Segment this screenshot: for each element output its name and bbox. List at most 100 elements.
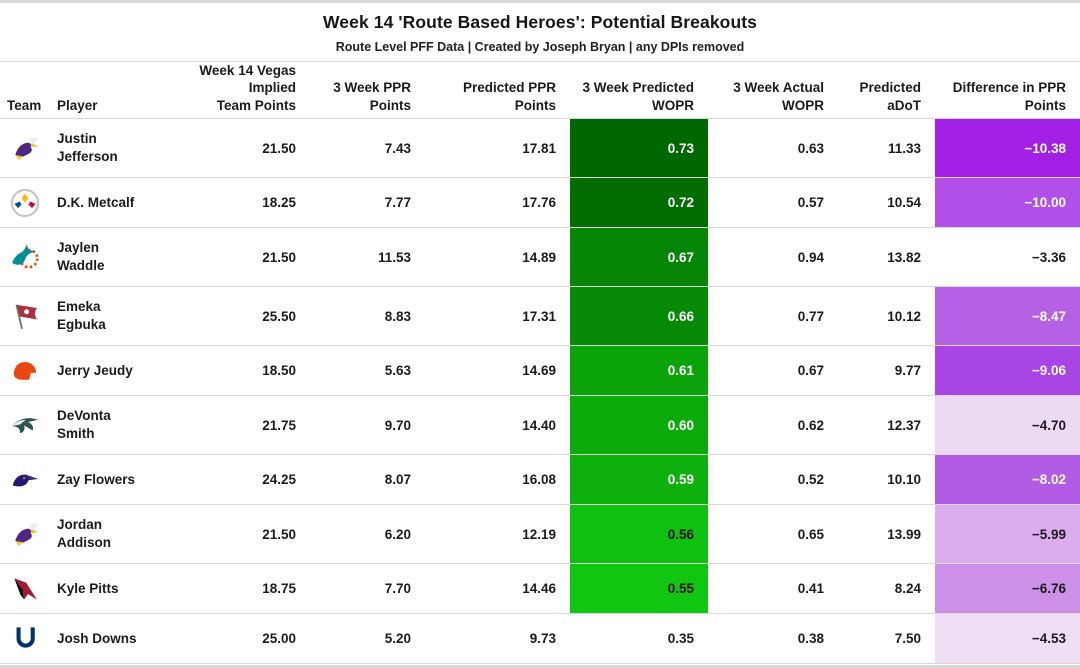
3wk-actual-wopr-value: 0.38 — [797, 631, 824, 646]
3wk-actual-wopr-value: 0.65 — [797, 526, 824, 542]
ravens-logo-icon — [12, 474, 38, 486]
table-row: Justin Jefferson 21.50 7.43 17.81 0.73 0.63 11… — [0, 119, 1080, 178]
diff-ppr-points-value: −3.36 — [935, 228, 1080, 286]
team-logo-cell — [0, 455, 50, 504]
3wk-predicted-wopr-value: 0.55 — [570, 564, 708, 613]
player-name: Kyle Pitts — [57, 580, 119, 596]
predicted-ppr-points-value: 14.89 — [522, 249, 556, 265]
page-title: Week 14 'Route Based Heroes': Potential … — [322, 12, 757, 32]
predicted-ppr-points-value: 12.19 — [522, 526, 556, 542]
table-row: DeVonta Smith 21.75 9.70 14.40 0.60 0.62 12.37… — [0, 396, 1080, 455]
predicted-adot-value: 7.50 — [894, 631, 921, 646]
table-row: Kyle Pitts 18.75 7.70 14.46 0.55 0.41 8.24 −6.7… — [0, 564, 1080, 614]
3wk-predicted-wopr-value: 0.73 — [570, 119, 708, 177]
team-logo-cell — [0, 178, 50, 227]
predicted-adot-value: 12.37 — [887, 417, 921, 433]
3wk-ppr-points-value: 8.07 — [384, 472, 411, 487]
col-header-3wk-ppr: 3 Week PPR Points — [333, 80, 411, 113]
predicted-adot-value: 10.54 — [887, 195, 921, 210]
vegas-implied-points-value: 18.25 — [262, 195, 296, 210]
3wk-ppr-points-value: 5.63 — [384, 363, 411, 378]
predicted-ppr-points-value: 17.31 — [522, 308, 556, 324]
dolphins-logo-icon — [12, 244, 39, 269]
3wk-predicted-wopr-value: 0.67 — [570, 228, 708, 286]
predicted-adot-value: 13.99 — [887, 526, 921, 542]
3wk-ppr-points-value: 11.53 — [377, 249, 411, 265]
vikings-logo-icon — [15, 523, 38, 546]
3wk-ppr-points-value: 7.43 — [384, 140, 411, 156]
table-row: D.K. Metcalf 18.25 7.77 17.76 0.72 0.57 10.54−… — [0, 178, 1080, 228]
3wk-predicted-wopr-value: 0.59 — [570, 455, 708, 504]
player-name: Josh Downs — [57, 630, 137, 646]
3wk-actual-wopr-value: 0.77 — [797, 308, 824, 324]
colts-logo-icon — [16, 626, 35, 648]
player-name: Jordan Addison — [57, 517, 111, 550]
steelers-logo-icon — [10, 188, 40, 217]
column-header-row: Team Player Week 14 Vegas Implied Team P… — [0, 62, 1080, 119]
team-logo-cell — [0, 346, 50, 395]
vegas-implied-points-value: 21.75 — [262, 417, 296, 433]
predicted-ppr-points-value: 16.08 — [522, 472, 556, 487]
3wk-predicted-wopr-value: 0.61 — [570, 346, 708, 395]
diff-ppr-points-value: −10.00 — [935, 178, 1080, 227]
predicted-adot-value: 11.33 — [887, 140, 921, 156]
table-row: Jaylen Waddle 21.50 11.53 14.89 0.67 0.94 13.8… — [0, 228, 1080, 287]
table-header-block: Week 14 'Route Based Heroes': Potential … — [0, 3, 1080, 62]
col-header-team: Team — [7, 97, 42, 113]
page-subtitle: Route Level PFF Data | Created by Joseph… — [335, 40, 745, 54]
col-header-player: Player — [57, 97, 98, 113]
predicted-adot-value: 9.77 — [894, 363, 921, 378]
table-body: Justin Jefferson 21.50 7.43 17.81 0.73 0.63 11… — [0, 119, 1080, 664]
predicted-adot-value: 10.10 — [887, 472, 921, 487]
diff-ppr-points-value: −8.02 — [935, 455, 1080, 504]
diff-ppr-points-value: −6.76 — [935, 564, 1080, 613]
predicted-ppr-points-value: 14.46 — [522, 581, 556, 596]
eagles-logo-icon — [12, 418, 38, 434]
3wk-actual-wopr-value: 0.41 — [797, 581, 824, 596]
player-name: Jerry Jeudy — [57, 362, 133, 378]
predicted-adot-value: 13.82 — [887, 249, 921, 265]
3wk-ppr-points-value: 7.77 — [384, 195, 411, 210]
3wk-ppr-points-value: 5.20 — [384, 631, 411, 646]
3wk-actual-wopr-value: 0.62 — [797, 417, 824, 433]
vegas-implied-points-value: 25.50 — [262, 308, 296, 324]
3wk-actual-wopr-value: 0.63 — [797, 140, 824, 156]
diff-ppr-points-value: −9.06 — [935, 346, 1080, 395]
3wk-ppr-points-value: 7.70 — [384, 581, 411, 596]
diff-ppr-points-value: −4.70 — [935, 396, 1080, 454]
3wk-predicted-wopr-value: 0.60 — [570, 396, 708, 454]
col-header-diff-ppr: Difference in PPR Points — [952, 80, 1066, 113]
3wk-ppr-points-value: 8.83 — [384, 308, 411, 324]
buccaneers-logo-icon — [15, 304, 37, 330]
vegas-implied-points-value: 21.50 — [262, 249, 296, 265]
team-logo-cell — [0, 614, 50, 663]
3wk-actual-wopr-value: 0.57 — [797, 195, 824, 210]
predicted-ppr-points-value: 17.76 — [522, 195, 556, 210]
col-header-pred-ppr: Predicted PPR Points — [462, 80, 556, 113]
player-name: Emeka Egbuka — [57, 299, 106, 332]
team-logo-cell — [0, 505, 50, 563]
team-logo-cell — [0, 287, 50, 345]
team-logo-cell — [0, 228, 50, 286]
3wk-actual-wopr-value: 0.67 — [797, 363, 824, 378]
col-header-pred-adot: Predicted aDoT — [859, 80, 921, 113]
vegas-implied-points-value: 18.75 — [262, 581, 296, 596]
3wk-predicted-wopr-value: 0.56 — [570, 505, 708, 563]
player-name: D.K. Metcalf — [57, 194, 135, 210]
falcons-logo-icon — [14, 577, 37, 599]
player-name: DeVonta Smith — [57, 408, 111, 441]
table-row: Jordan Addison 21.50 6.20 12.19 0.56 0.65 13.9… — [0, 505, 1080, 564]
table-row: Josh Downs 25.00 5.20 9.73 0.35 0.38 7.50 −4.53 — [0, 614, 1080, 664]
vegas-implied-points-value: 21.50 — [262, 140, 296, 156]
3wk-predicted-wopr-value: 0.66 — [570, 287, 708, 345]
diff-ppr-points-value: −4.53 — [935, 614, 1080, 663]
diff-ppr-points-value: −10.38 — [935, 119, 1080, 177]
player-name: Justin Jefferson — [57, 131, 118, 164]
team-logo-cell — [0, 564, 50, 613]
predicted-adot-value: 10.12 — [887, 308, 921, 324]
player-name: Zay Flowers — [57, 471, 136, 487]
team-logo-cell — [0, 396, 50, 454]
team-logo-cell — [0, 119, 50, 177]
predicted-ppr-points-value: 14.69 — [522, 363, 556, 378]
col-header-3wk-pred-wopr: 3 Week Predicted WOPR — [582, 80, 694, 113]
